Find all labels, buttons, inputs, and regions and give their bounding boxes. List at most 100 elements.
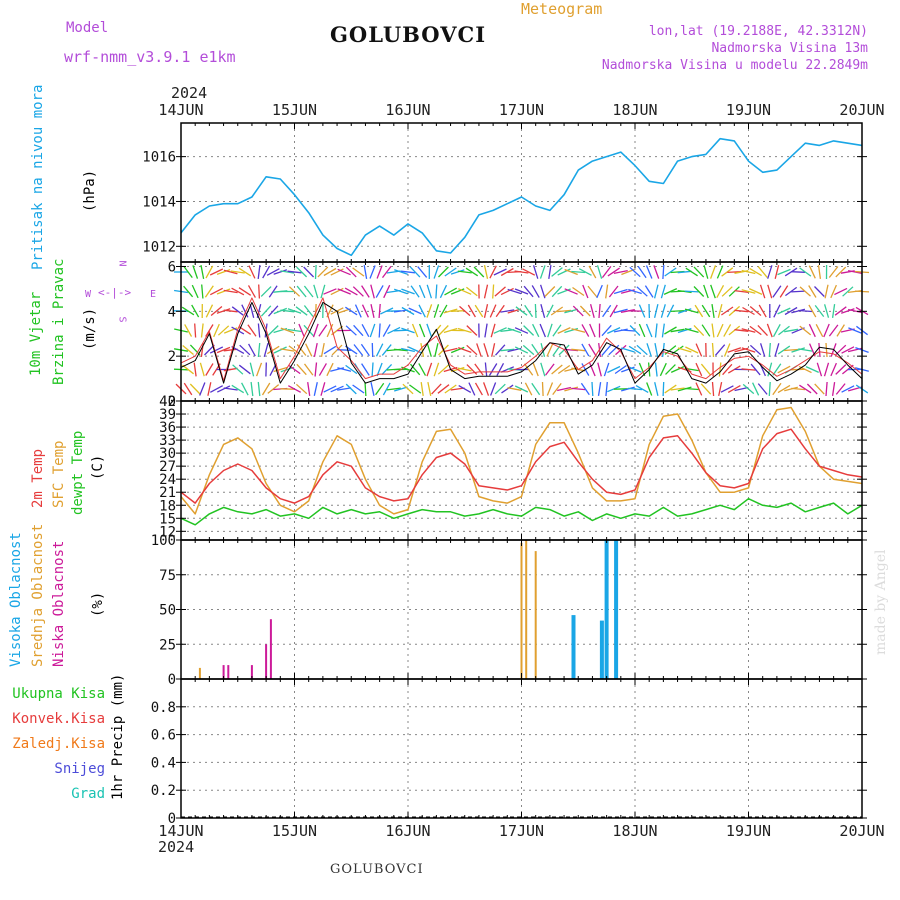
wind-barb [466,344,478,356]
wind-barb [830,284,837,299]
wind-barb [841,385,855,393]
panel-frame [180,122,863,263]
wind-barb [312,323,319,338]
wind-barb [539,265,546,279]
wind-barb [239,344,251,356]
wind-barb [711,323,715,338]
wind-barb [741,289,756,294]
wind-barb [364,381,367,397]
wind-barb [772,363,782,376]
wind-barb [670,366,685,373]
wind-barb [494,286,506,297]
wind-barb [295,306,308,316]
wind-barb [199,362,205,377]
wind-barb [665,364,676,375]
wind-barb [588,265,597,279]
wind-barb [831,304,836,318]
wind-barb [607,327,621,334]
wind-barb [205,265,214,279]
temp-ytick-label: 42 [159,394,176,410]
compass-arrows: <-|-> [98,286,132,299]
wind-barb [767,265,773,279]
wind-barb [767,284,773,299]
wind-barb [677,308,692,314]
wind-barb [393,309,408,313]
wind-barb [728,286,740,297]
wind-barb [701,304,711,318]
station-title: GOLUBOVCI [330,22,487,47]
wind-barb [439,304,448,318]
legend-total-precip: Ukupna Kisa [12,686,105,702]
wind-barb [620,309,635,313]
wind-barb [711,381,715,397]
wind-barb [551,364,563,375]
wind-barb [694,304,704,318]
wind-barb [216,288,231,295]
wind-barb [752,382,760,396]
wind-barb [551,267,563,277]
wind-barb [401,288,415,295]
wind-barb [248,265,256,279]
temp-ytick-label: 21 [159,485,176,501]
wind-barb [465,267,479,277]
wind-barb [458,385,472,393]
precip-ytick-label: 0 [168,811,176,827]
wind-barb [495,344,506,356]
wind-barb [695,362,703,377]
wind-barb [181,306,195,316]
wind-barb [661,323,665,338]
wind-barb [629,325,641,336]
temp2m-line [180,428,863,504]
wind-barb [287,308,302,314]
wind-barb [664,326,677,335]
wind-barb [613,308,628,314]
wind-barb [426,323,433,338]
wind-barb [337,268,351,276]
cloud-ytick-label: 100 [151,533,176,549]
wind-barb [474,382,483,396]
wind-barb [646,343,653,357]
pressure-ytick-label: 1014 [142,194,176,210]
wind-barb [352,267,365,277]
temp-ytick-label: 27 [159,459,176,475]
wind-barb [437,364,450,375]
wind-barb [193,362,197,377]
wind-barb [613,288,628,295]
wind-barb [201,284,204,299]
cloud-ytick-label: 0 [168,672,176,688]
wind-barb [607,385,621,393]
wind-barb [742,383,755,395]
wind-barb [313,382,318,396]
wind-barb [629,266,641,278]
wind-barb [287,270,302,274]
wind-barb [784,306,798,316]
wind-barb [727,347,742,353]
wind-barb [353,344,364,356]
wind-barb [223,309,238,313]
wind-barb [587,285,598,298]
wind-barb [582,284,589,299]
wind-barb [572,305,584,317]
wind-barb [546,382,554,396]
wind-barb [444,267,457,277]
wind-barb [588,343,597,357]
wind-barb [426,343,432,357]
x-tick-label-top: 15JUN [272,101,317,119]
wind-barb [772,382,782,396]
wind-barb [677,289,692,294]
wind-barb [483,284,489,299]
wind-barb [685,267,698,277]
wind-barb [387,326,401,335]
wind-barb [841,364,854,375]
x-tick-label-top: 19JUN [726,101,771,119]
wind-barb [670,309,685,313]
wind-barb [501,384,514,394]
wind-barb [605,381,608,397]
wind-barb [420,342,425,358]
wind-barb [267,384,280,394]
wind-barb [345,266,357,278]
wind-barb [515,306,528,316]
wind-barb [723,343,731,357]
wind-barb [723,324,732,337]
wind-barb [238,364,251,375]
